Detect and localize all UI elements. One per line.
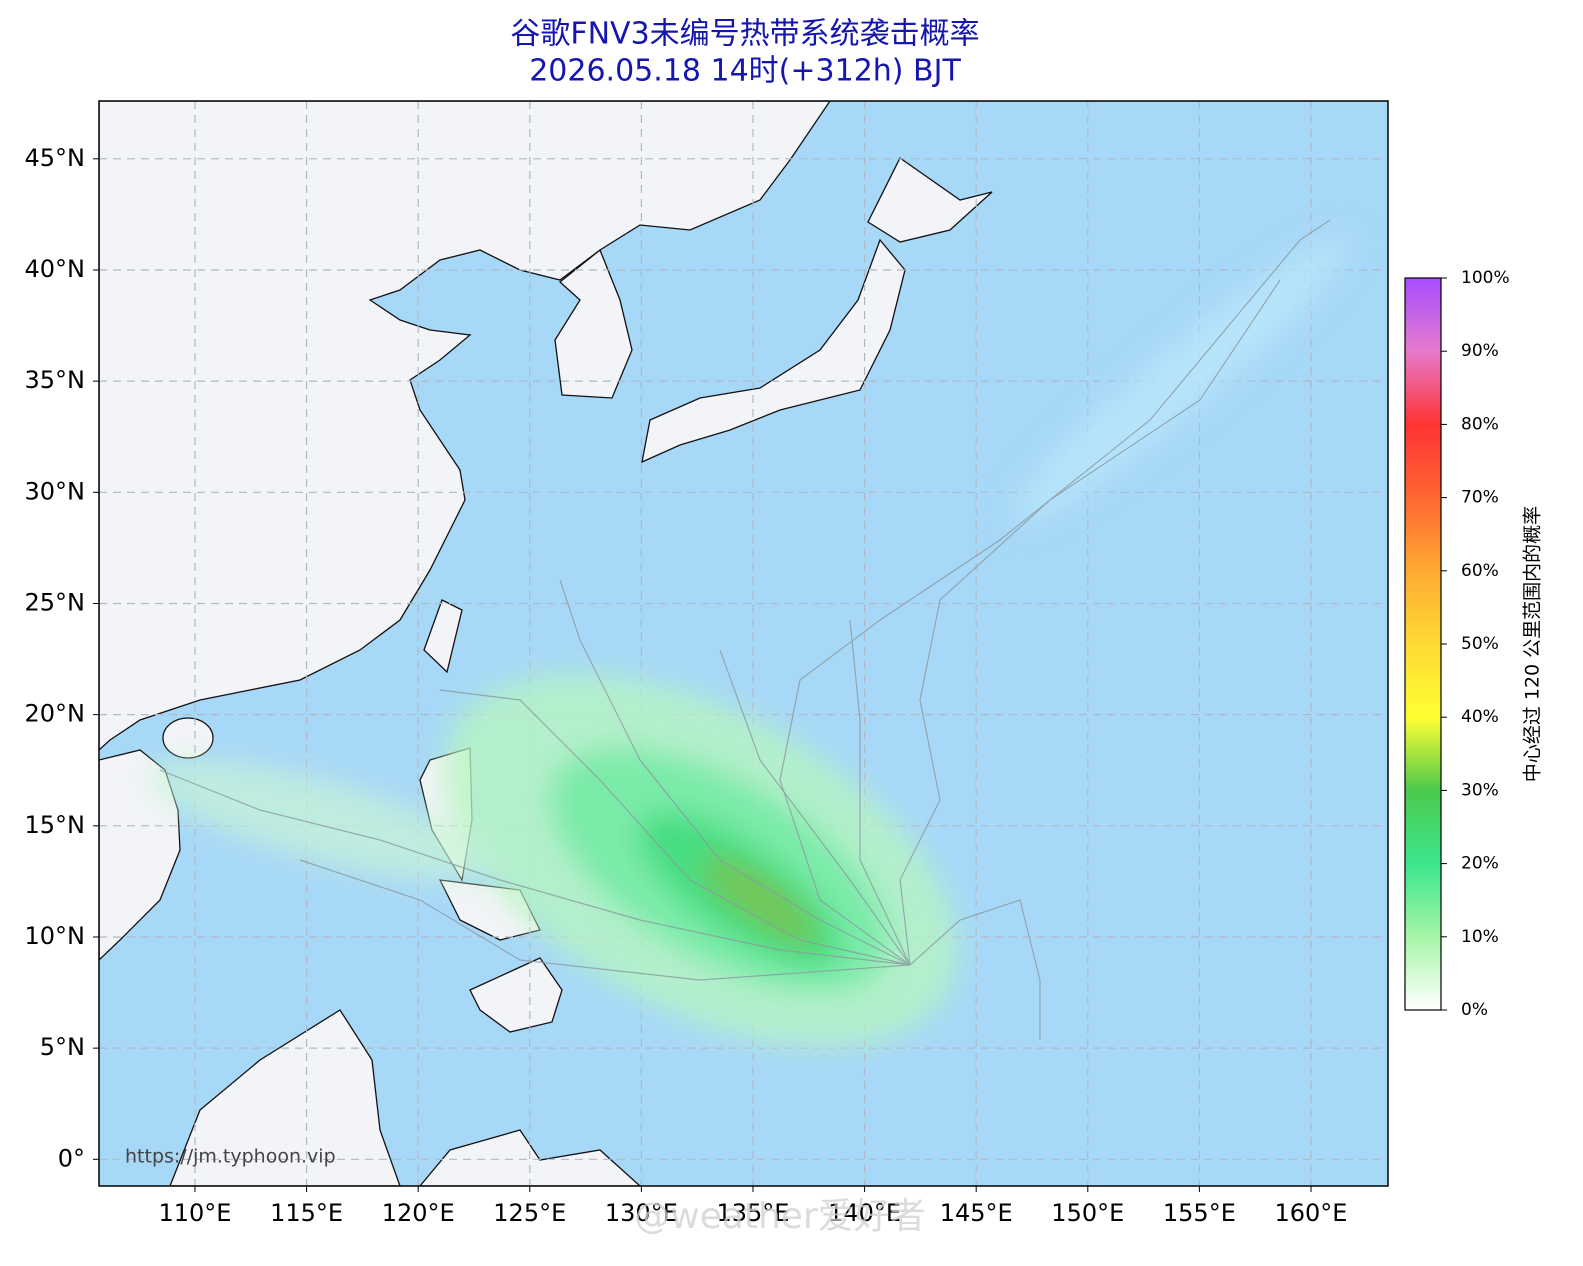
y-tick-label: 30°N <box>25 477 86 505</box>
x-tick-label: 155°E <box>1163 1199 1236 1227</box>
map-area: https://jm.typhoon.vip <box>99 101 1388 1186</box>
subtitle: 2026.05.18 14时(+312h) BJT <box>529 54 961 89</box>
x-tick-label: 145°E <box>940 1199 1013 1227</box>
colorbar-tick-label: 100% <box>1461 268 1510 288</box>
colorbar-tick-label: 30% <box>1461 780 1499 800</box>
colorbar-tick-label: 40% <box>1461 707 1499 727</box>
colorbar-tick-label: 90% <box>1461 341 1499 361</box>
x-tick-label: 110°E <box>158 1199 231 1227</box>
colorbar-tick-label: 0% <box>1461 1000 1488 1020</box>
y-tick-label: 15°N <box>25 811 86 839</box>
axis-labels: 110°E 115°E 120°E 125°E 130°E 135°E 140°E 145°E… <box>25 144 1348 1227</box>
land <box>99 101 993 1186</box>
colorbar-tick-label: 80% <box>1461 414 1499 434</box>
x-tick-label: 150°E <box>1051 1199 1124 1227</box>
y-tick-label: 25°N <box>25 588 86 616</box>
colorbar-ticks: 0% 10% 20% 30% 40% 50% 60% 70% 80% 90% 100% <box>1441 268 1510 1020</box>
x-tick-label: 135°E <box>716 1199 789 1227</box>
y-tick-label: 10°N <box>25 922 86 950</box>
colorbar-tick-label: 10% <box>1461 927 1499 947</box>
y-tick-label: 20°N <box>25 700 86 728</box>
colorbar-tick-label: 20% <box>1461 854 1499 874</box>
x-tick-label: 120°E <box>382 1199 455 1227</box>
y-tick-label: 35°N <box>25 366 86 394</box>
probability-field <box>145 236 1350 1047</box>
source-url: https://jm.typhoon.vip <box>125 1146 336 1168</box>
colorbar-label: 中心经过 120 公里范围内的概率 <box>1522 506 1544 782</box>
x-tick-label: 130°E <box>605 1199 678 1227</box>
x-tick-label: 160°E <box>1275 1199 1348 1227</box>
ensemble-tracks <box>159 219 1331 1040</box>
y-tick-label: 45°N <box>25 144 86 172</box>
map-frame <box>98 100 1389 1187</box>
colorbar-tick-label: 60% <box>1461 561 1499 581</box>
colorbar-tick-label: 50% <box>1461 634 1499 654</box>
colorbar <box>1404 277 1442 1011</box>
y-tick-label: 0° <box>58 1144 85 1172</box>
colorbar-tick-label: 70% <box>1461 488 1499 508</box>
x-tick-label: 115°E <box>270 1199 343 1227</box>
x-tick-label: 140°E <box>828 1199 901 1227</box>
x-tick-label: 125°E <box>493 1199 566 1227</box>
title: 谷歌FNV3未编号热带系统袭击概率 <box>510 17 979 52</box>
y-tick-label: 5°N <box>40 1033 85 1061</box>
watermark: @weather爱好者 <box>634 1196 926 1237</box>
y-tick-label: 40°N <box>25 255 86 283</box>
